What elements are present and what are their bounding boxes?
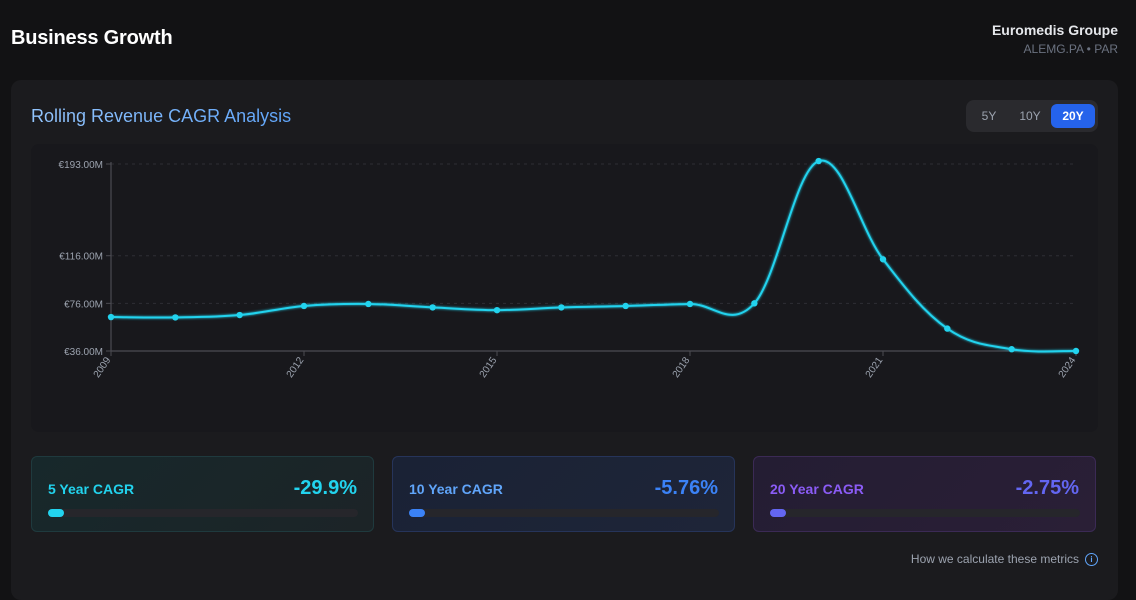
data-point-2012[interactable] xyxy=(300,302,308,310)
metric-10y-label: 10 Year CAGR xyxy=(409,481,503,497)
revenue-chart: €193.00M €116.00M €76.00M €36.00M 2009 2012 2… xyxy=(59,157,1080,380)
data-point-2023[interactable] xyxy=(1008,346,1015,353)
y-tick-label-3: €36.00M xyxy=(64,347,103,358)
metric-5y-value: -29.9% xyxy=(293,477,357,499)
metric-20y-value: -2.75% xyxy=(1015,477,1079,499)
methodology-link[interactable]: How we calculate these metrics i xyxy=(911,552,1098,566)
page-title: Business Growth xyxy=(11,27,173,49)
data-point-2019[interactable] xyxy=(751,300,758,307)
range-20y-button[interactable]: 20Y xyxy=(1051,104,1095,128)
metric-20y-track xyxy=(770,509,1080,517)
metric-10y-track xyxy=(409,509,719,517)
data-point-2014[interactable] xyxy=(429,304,436,311)
data-point-2021[interactable] xyxy=(879,256,887,263)
data-point-2024[interactable] xyxy=(1072,347,1080,355)
metric-10y-card: 10 Year CAGR -5.76% xyxy=(392,456,735,532)
data-point-2017[interactable] xyxy=(622,302,629,310)
range-5y-button[interactable]: 5Y xyxy=(981,109,997,123)
company-ticker: ALEMG.PA • PAR xyxy=(1023,42,1118,56)
data-point-2013[interactable] xyxy=(365,300,372,308)
metric-20y-label: 20 Year CAGR xyxy=(770,481,864,497)
metric-20y-fill xyxy=(770,509,786,517)
cagr-card: Rolling Revenue CAGR Analysis 5Y 10Y 20Y… xyxy=(11,80,1118,600)
metric-10y-value: -5.76% xyxy=(654,477,718,499)
range-toggle: 5Y 10Y 20Y xyxy=(966,100,1098,132)
metric-5y-label: 5 Year CAGR xyxy=(48,481,135,497)
data-point-2016[interactable] xyxy=(558,304,565,311)
metric-5y-card: 5 Year CAGR -29.9% xyxy=(31,456,374,532)
card-title: Rolling Revenue CAGR Analysis xyxy=(31,106,292,126)
data-point-2018[interactable] xyxy=(686,300,694,308)
metric-10y-fill xyxy=(409,509,425,517)
data-point-2020[interactable] xyxy=(815,157,822,165)
y-tick-label-2: €76.00M xyxy=(64,299,103,310)
data-point-2010[interactable] xyxy=(172,314,179,321)
chart-area: €193.00M €116.00M €76.00M €36.00M 2009 2012 2… xyxy=(31,144,1098,432)
metric-5y-fill xyxy=(48,509,64,517)
x-tick-label-5: 2024 xyxy=(1057,355,1079,380)
metric-5y-track xyxy=(48,509,358,517)
x-tick-label-4: 2021 xyxy=(864,355,886,380)
x-tick-label-0: 2009 xyxy=(92,355,114,380)
y-tick-label-0: €193.00M xyxy=(59,160,103,171)
metric-20y-card: 20 Year CAGR -2.75% xyxy=(753,456,1096,532)
data-point-2015[interactable] xyxy=(493,306,501,314)
info-icon: i xyxy=(1085,552,1098,566)
company-info: Euromedis Groupe ALEMG.PA • PAR xyxy=(992,22,1118,56)
data-point-2011[interactable] xyxy=(236,311,243,319)
x-tick-label-1: 2012 xyxy=(285,355,307,380)
company-name: Euromedis Groupe xyxy=(991,22,1118,38)
methodology-link-text: How we calculate these metrics xyxy=(910,552,1079,566)
data-point-2022[interactable] xyxy=(944,325,951,332)
y-tick-label-1: €116.00M xyxy=(59,252,103,263)
x-tick-label-2: 2015 xyxy=(478,355,500,380)
data-point-2009[interactable] xyxy=(107,313,115,321)
x-tick-label-3: 2018 xyxy=(671,355,693,380)
range-10y-button[interactable]: 10Y xyxy=(1019,109,1041,123)
